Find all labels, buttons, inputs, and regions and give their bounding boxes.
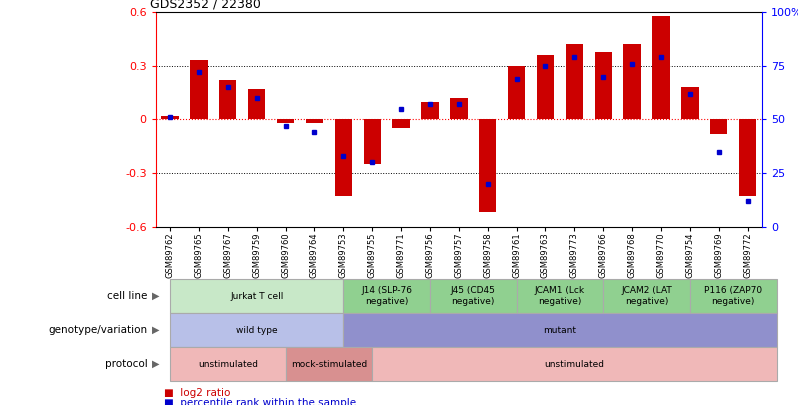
Bar [508,66,525,119]
Text: Jurkat T cell: Jurkat T cell [230,292,283,301]
Bar [421,102,439,119]
Text: unstimulated: unstimulated [544,360,604,369]
Text: ■  percentile rank within the sample: ■ percentile rank within the sample [164,398,356,405]
Bar [710,119,728,134]
Text: mock-stimulated: mock-stimulated [290,360,367,369]
Bar [537,55,554,119]
Bar [364,119,381,164]
Bar [190,60,207,119]
Text: wild type: wild type [236,326,278,335]
Text: ■  log2 ratio: ■ log2 ratio [164,388,230,398]
Bar [595,51,612,119]
Bar [566,45,583,119]
Bar [277,119,294,123]
Bar [161,116,179,119]
Text: GDS2352 / 22380: GDS2352 / 22380 [149,0,260,11]
Text: cell line: cell line [107,291,148,301]
Text: J14 (SLP-76
negative): J14 (SLP-76 negative) [361,286,412,306]
Text: P116 (ZAP70
negative): P116 (ZAP70 negative) [704,286,762,306]
Bar [681,87,698,119]
Text: JCAM2 (LAT
negative): JCAM2 (LAT negative) [621,286,672,306]
Bar [652,16,670,119]
Bar [393,119,409,128]
Text: ▶: ▶ [152,325,159,335]
Text: mutant: mutant [543,326,576,335]
Bar [334,119,352,196]
Bar [306,119,323,123]
Text: J45 (CD45
negative): J45 (CD45 negative) [451,286,496,306]
Text: ▶: ▶ [152,359,159,369]
Text: protocol: protocol [105,359,148,369]
Bar [479,119,496,213]
Text: unstimulated: unstimulated [198,360,258,369]
Bar [248,89,266,119]
Text: genotype/variation: genotype/variation [49,325,148,335]
Bar [739,119,757,196]
Bar [623,45,641,119]
Text: ▶: ▶ [152,291,159,301]
Text: JCAM1 (Lck
negative): JCAM1 (Lck negative) [535,286,585,306]
Bar [219,80,236,119]
Bar [450,98,468,119]
